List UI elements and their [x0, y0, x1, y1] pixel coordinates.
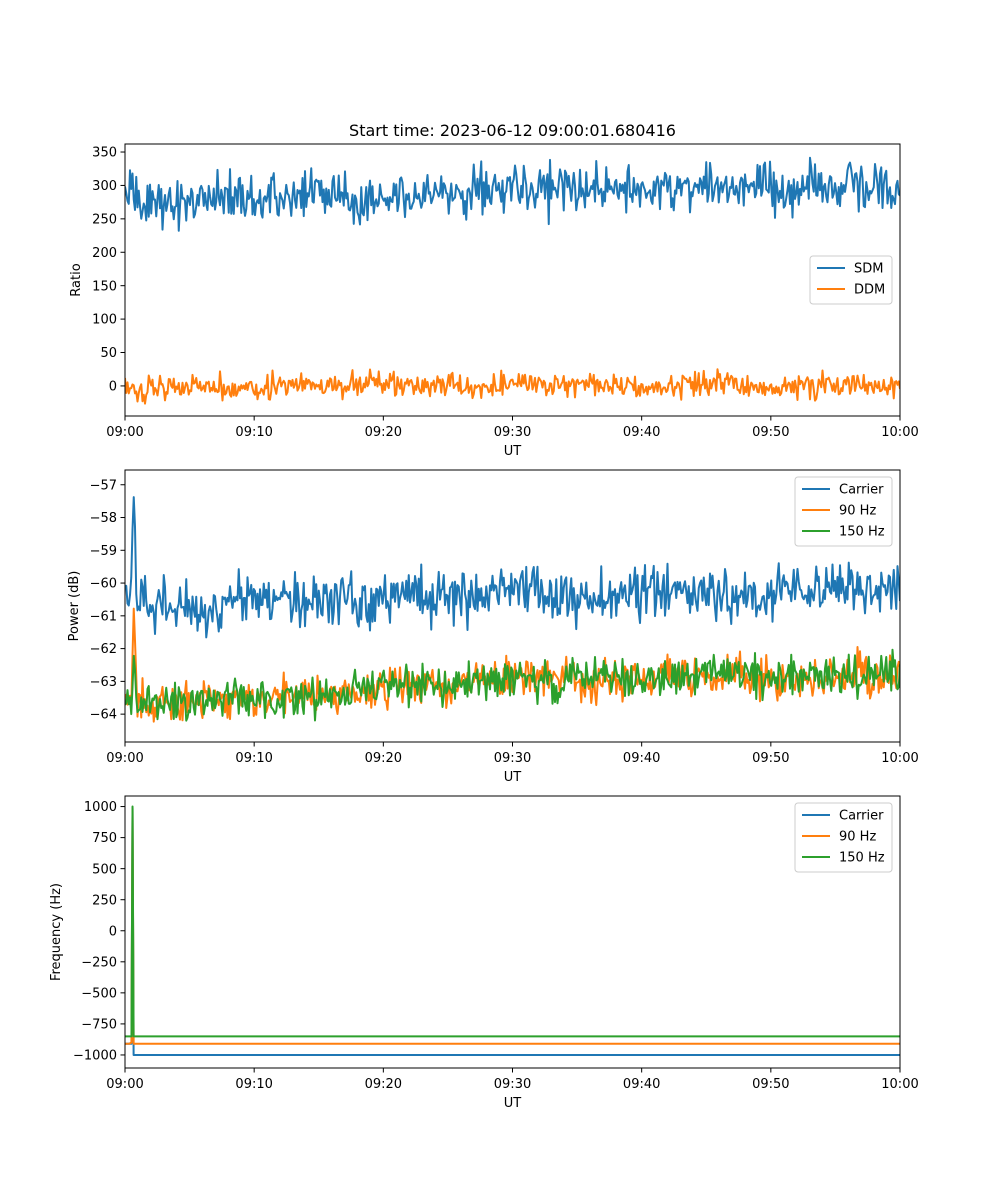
legend-label: Carrier — [839, 809, 884, 824]
y-tick-label: 50 — [100, 346, 117, 361]
legend-label: 150 Hz — [839, 525, 885, 540]
y-axis-label: Ratio — [69, 263, 84, 296]
x-tick-label: 10:00 — [881, 751, 918, 766]
y-tick-label: −60 — [90, 577, 117, 592]
panel-3: 09:00 09:10 09:20 09:30 09:40 09:50 10:00 −1000… — [49, 795, 919, 1111]
series-line-150-hz — [125, 648, 900, 722]
legend-label: DDM — [854, 283, 885, 298]
series-group — [125, 805, 900, 1056]
series-group — [125, 496, 900, 723]
y-tick-label: 350 — [92, 146, 117, 161]
y-tick-label: 0 — [109, 380, 117, 395]
x-tick-label: 09:40 — [623, 751, 660, 766]
legend-box — [794, 802, 893, 873]
x-axis-label: UT — [504, 770, 522, 785]
legend-box — [794, 476, 893, 547]
series-line-90-hz — [125, 607, 900, 723]
x-tick-label: 09:10 — [235, 751, 272, 766]
chart-title: Start time: 2023-06-12 09:00:01.680416 — [349, 121, 676, 140]
y-tick-label: 200 — [92, 246, 117, 261]
x-tick-label: 09:40 — [623, 1077, 660, 1092]
y-tick-label: −58 — [90, 511, 117, 526]
x-tick-label: 09:20 — [365, 425, 402, 440]
y-tick-label: 100 — [92, 313, 117, 328]
panel-2: 09:00 09:10 09:20 09:30 09:40 09:50 10:00 −64 −6… — [67, 469, 919, 785]
y-tick-label: −500 — [81, 986, 117, 1001]
y-tick-label: −750 — [81, 1018, 117, 1033]
legend-label: 150 Hz — [839, 851, 885, 866]
y-tick-label: 500 — [92, 862, 117, 877]
y-axis-label: Frequency (Hz) — [49, 883, 64, 981]
legend-label: 90 Hz — [839, 504, 876, 519]
legend-label: SDM — [854, 262, 883, 277]
x-tick-label: 09:00 — [106, 751, 143, 766]
x-tick-label: 09:50 — [752, 751, 789, 766]
y-tick-label: 250 — [92, 212, 117, 227]
y-tick-label: −63 — [90, 675, 117, 690]
legend-label: 90 Hz — [839, 830, 876, 845]
x-tick-label: 09:10 — [235, 1077, 272, 1092]
y-tick-label: −59 — [90, 544, 117, 559]
series-line-sdm — [125, 156, 900, 232]
x-tick-label: 09:50 — [752, 425, 789, 440]
legend: SDM DDM — [809, 255, 893, 305]
panels: 09:00 09:10 09:20 09:30 09:40 09:50 10:00 0 50 10… — [49, 143, 919, 1111]
x-tick-label: 10:00 — [881, 1077, 918, 1092]
x-tick-label: 09:00 — [106, 425, 143, 440]
y-tick-label: −64 — [90, 708, 117, 723]
legend: Carrier 90 Hz 150 Hz — [794, 476, 893, 547]
y-tick-label: −62 — [90, 642, 117, 657]
x-tick-label: 09:20 — [365, 751, 402, 766]
y-tick-label: 750 — [92, 831, 117, 846]
y-tick-label: −61 — [90, 609, 117, 624]
series-group — [125, 156, 900, 405]
y-tick-label: 0 — [109, 924, 117, 939]
y-tick-label: 150 — [92, 279, 117, 294]
y-tick-label: 1000 — [84, 800, 117, 815]
series-line-150-hz — [125, 805, 900, 1038]
x-tick-label: 09:20 — [365, 1077, 402, 1092]
x-tick-label: 09:50 — [752, 1077, 789, 1092]
y-tick-label: 300 — [92, 179, 117, 194]
x-tick-label: 10:00 — [881, 425, 918, 440]
legend-label: Carrier — [839, 483, 884, 498]
y-tick-label: −1000 — [73, 1049, 117, 1064]
x-tick-label: 09:10 — [235, 425, 272, 440]
y-tick-label: 250 — [92, 893, 117, 908]
x-tick-label: 09:00 — [106, 1077, 143, 1092]
x-tick-label: 09:30 — [494, 1077, 531, 1092]
panel-1: 09:00 09:10 09:20 09:30 09:40 09:50 10:00 0 50 10… — [69, 143, 919, 459]
series-line-ddm — [125, 368, 900, 405]
x-tick-label: 09:30 — [494, 425, 531, 440]
x-axis-label: UT — [504, 1096, 522, 1111]
series-line-carrier — [125, 496, 900, 639]
x-tick-label: 09:30 — [494, 751, 531, 766]
y-tick-label: −57 — [90, 478, 117, 493]
x-tick-label: 09:40 — [623, 425, 660, 440]
y-tick-label: −250 — [81, 955, 117, 970]
x-axis-label: UT — [504, 444, 522, 459]
y-axis-label: Power (dB) — [67, 571, 82, 642]
legend: Carrier 90 Hz 150 Hz — [794, 802, 893, 873]
